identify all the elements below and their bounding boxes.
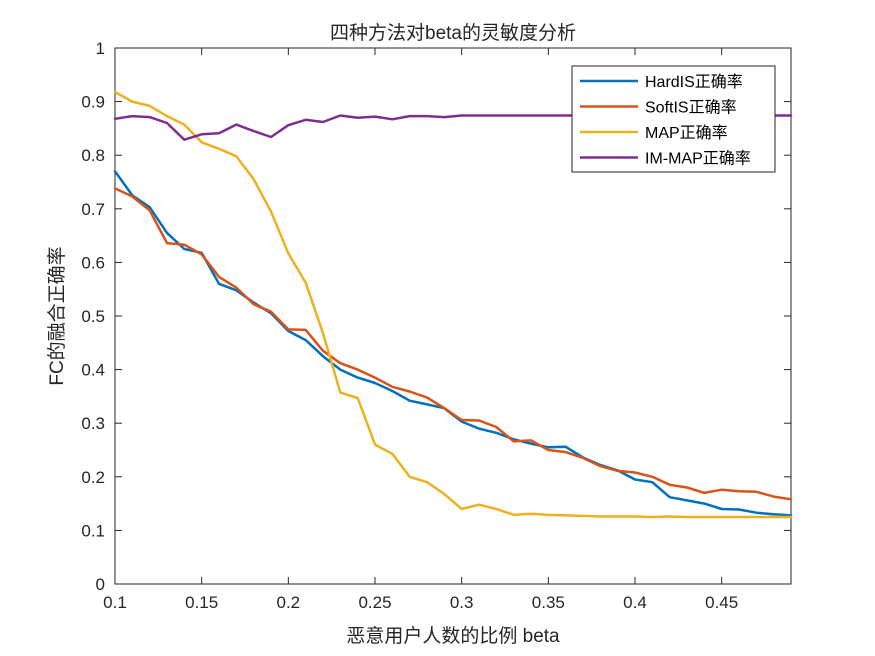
y-tick-label: 1 xyxy=(96,39,105,58)
legend-box xyxy=(571,65,776,173)
legend-label: IM-MAP正确率 xyxy=(645,150,751,168)
x-tick-label: 0.4 xyxy=(623,593,647,612)
legend-label: MAP正确率 xyxy=(645,124,728,142)
x-tick-label: 0.15 xyxy=(185,593,218,612)
y-tick-label: 0 xyxy=(96,575,105,594)
series-line-softis xyxy=(113,187,793,501)
legend-label: HardIS正确率 xyxy=(645,73,743,91)
legend: HardIS正确率 SoftIS正确率 MAP正确率 IM-MAP正确率 xyxy=(571,65,776,173)
x-tick-label: 0.35 xyxy=(532,593,565,612)
chart-title: 四种方法对beta的灵敏度分析 xyxy=(330,22,576,44)
legend-label: SoftIS正确率 xyxy=(645,99,737,117)
y-tick-label: 0.5 xyxy=(81,307,105,326)
y-tick-label: 0.9 xyxy=(81,93,105,112)
y-tick-label: 0.6 xyxy=(81,253,105,272)
x-tick-label: 0.2 xyxy=(277,593,301,612)
x-tick-label: 0.25 xyxy=(358,593,391,612)
series-lines xyxy=(113,90,793,519)
y-tick-label: 0.8 xyxy=(81,146,105,165)
axis-ticks: 0.1 0.15 0.2 0.25 0.3 0.35 0.4 0.4500.10.20.30.… xyxy=(81,39,791,612)
series-line-map xyxy=(113,90,793,519)
x-tick-label: 0.3 xyxy=(450,593,474,612)
y-tick-label: 0.1 xyxy=(81,521,105,540)
x-tick-label: 0.45 xyxy=(705,593,738,612)
y-tick-label: 0.3 xyxy=(81,414,105,433)
y-tick-label: 0.2 xyxy=(81,468,105,487)
y-tick-label: 0.4 xyxy=(81,361,105,380)
x-axis-label: 恶意用户人数的比例 beta xyxy=(346,625,560,647)
x-tick-label: 0.1 xyxy=(103,593,127,612)
y-tick-label: 0.7 xyxy=(81,200,105,219)
y-axis-label: FC的融合正确率 xyxy=(46,246,68,385)
